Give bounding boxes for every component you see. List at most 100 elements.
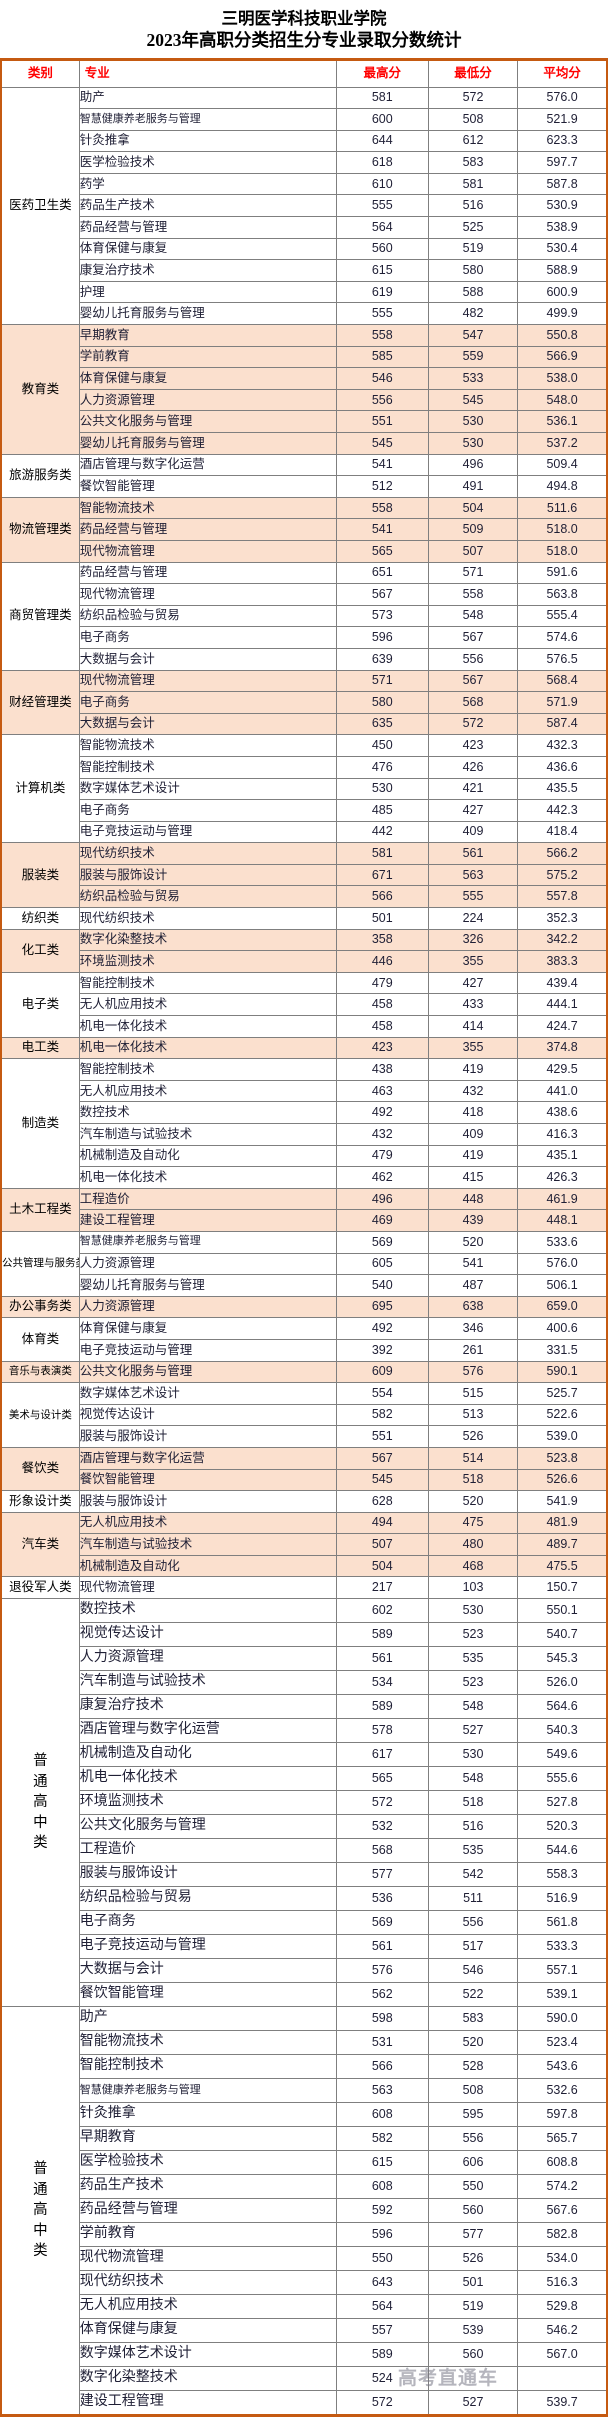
avg-score-cell: 608.8 <box>518 2151 607 2175</box>
major-cell: 纺织品检验与贸易 <box>79 605 336 627</box>
major-cell: 智能控制技术 <box>79 1059 336 1081</box>
max-score-cell: 600 <box>336 109 428 131</box>
avg-score-cell: 571.9 <box>518 692 607 714</box>
avg-score-cell: 518.0 <box>518 540 607 562</box>
max-score-cell: 619 <box>336 281 428 303</box>
max-score-cell: 569 <box>336 1911 428 1935</box>
major-cell: 工程造价 <box>79 1839 336 1863</box>
category-cell: 财经管理类 <box>1 670 79 735</box>
avg-score-cell: 525.7 <box>518 1383 607 1405</box>
category-cell: 办公事务类 <box>1 1296 79 1318</box>
avg-score-cell: 533.6 <box>518 1231 607 1253</box>
max-score-cell: 438 <box>336 1059 428 1081</box>
max-score-cell: 671 <box>336 864 428 886</box>
max-score-cell: 596 <box>336 2223 428 2247</box>
major-cell: 针灸推拿 <box>79 130 336 152</box>
avg-score-cell: 659.0 <box>518 1296 607 1318</box>
avg-score-cell: 557.1 <box>518 1959 607 1983</box>
max-score-cell: 534 <box>336 1671 428 1695</box>
major-cell: 智能物流技术 <box>79 735 336 757</box>
avg-score-cell: 537.2 <box>518 433 607 455</box>
avg-score-cell: 426.3 <box>518 1167 607 1189</box>
avg-score-cell: 429.5 <box>518 1059 607 1081</box>
major-cell: 机械制造及自动化 <box>79 1555 336 1577</box>
avg-score-cell: 518.0 <box>518 519 607 541</box>
max-score-cell: 566 <box>336 2055 428 2079</box>
category-cell: 电子类 <box>1 972 79 1037</box>
major-cell: 助产 <box>79 87 336 109</box>
max-score-cell: 643 <box>336 2271 428 2295</box>
avg-score-cell: 448.1 <box>518 1210 607 1232</box>
major-cell: 服装与服饰设计 <box>79 1426 336 1448</box>
avg-score-cell: 591.6 <box>518 562 607 584</box>
max-score-cell: 639 <box>336 648 428 670</box>
min-score-cell: 480 <box>428 1534 517 1556</box>
major-cell: 餐饮智能管理 <box>79 1983 336 2007</box>
avg-score-cell: 557.8 <box>518 886 607 908</box>
avg-score-cell: 574.2 <box>518 2175 607 2199</box>
min-score-cell: 577 <box>428 2223 517 2247</box>
major-cell: 电子商务 <box>79 692 336 714</box>
page-title: 三明医学科技职业学院 2023年高职分类招生分专业录取分数统计 <box>0 0 608 58</box>
max-score-cell: 561 <box>336 1647 428 1671</box>
major-cell: 机械制造及自动化 <box>79 1145 336 1167</box>
avg-score-cell: 555.6 <box>518 1767 607 1791</box>
avg-score-cell: 418.4 <box>518 821 607 843</box>
major-cell: 酒店管理与数字化运营 <box>79 454 336 476</box>
min-score-cell: 530 <box>428 411 517 433</box>
avg-score-cell: 509.4 <box>518 454 607 476</box>
max-score-cell: 507 <box>336 1534 428 1556</box>
min-score-cell: 525 <box>428 217 517 239</box>
max-score-cell: 589 <box>336 1695 428 1719</box>
min-score-cell: 433 <box>428 994 517 1016</box>
min-score-cell: 527 <box>428 1719 517 1743</box>
min-score-cell: 516 <box>428 195 517 217</box>
category-cell: 普通高中类 <box>1 1599 79 2007</box>
avg-score-cell: 550.1 <box>518 1599 607 1623</box>
min-score-cell: 530 <box>428 1599 517 1623</box>
max-score-cell: 567 <box>336 584 428 606</box>
max-score-cell: 564 <box>336 2295 428 2319</box>
major-cell: 数字化染整技术 <box>79 2367 336 2391</box>
major-cell: 大数据与会计 <box>79 713 336 735</box>
avg-score-cell: 461.9 <box>518 1188 607 1210</box>
max-score-cell: 492 <box>336 1102 428 1124</box>
min-score-cell: 515 <box>428 1383 517 1405</box>
avg-score-cell: 543.6 <box>518 2055 607 2079</box>
max-score-cell: 608 <box>336 2175 428 2199</box>
avg-score-cell: 499.9 <box>518 303 607 325</box>
school-name: 三明医学科技职业学院 <box>0 8 608 29</box>
avg-score-cell: 526.0 <box>518 1671 607 1695</box>
max-score-cell: 476 <box>336 756 428 778</box>
min-score-cell: 520 <box>428 1231 517 1253</box>
min-score-cell: 421 <box>428 778 517 800</box>
max-score-cell: 554 <box>336 1383 428 1405</box>
min-score-cell: 513 <box>428 1404 517 1426</box>
avg-score-cell: 352.3 <box>518 908 607 930</box>
major-cell: 现代物流管理 <box>79 2247 336 2271</box>
category-cell: 土木工程类 <box>1 1188 79 1231</box>
column-header-min-score: 最低分 <box>428 59 517 87</box>
avg-score-cell: 439.4 <box>518 972 607 994</box>
avg-score-cell: 342.2 <box>518 929 607 951</box>
max-score-cell: 524 <box>336 2367 428 2391</box>
min-score-cell: 555 <box>428 886 517 908</box>
